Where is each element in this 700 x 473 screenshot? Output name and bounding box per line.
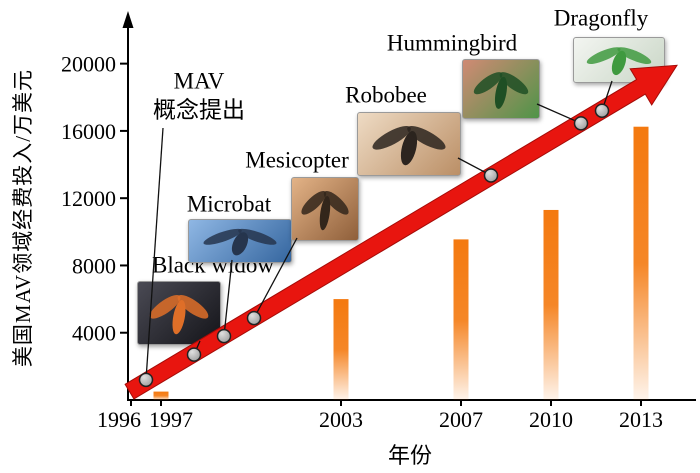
x-tick-label: 2013: [619, 407, 663, 432]
funding-bar-2003: [333, 299, 349, 400]
milestone-connector-microbat: [223, 259, 233, 337]
y-tick-label: 8000: [72, 253, 116, 278]
mav-silhouette-icon: [301, 191, 349, 231]
y-axis-arrowhead: [122, 11, 134, 28]
milestone-marker-dragonfly: [594, 103, 610, 118]
mav-silhouette-icon: [149, 295, 209, 335]
funding-bar-1997: [153, 391, 169, 400]
x-tick-label: 1997: [149, 407, 193, 432]
milestone-connector-hummingbird: [536, 103, 582, 124]
x-tick-label: 2003: [319, 407, 363, 432]
milestone-label-hummingbird: Hummingbird: [386, 30, 518, 56]
y-tick-label: 16000: [61, 119, 116, 144]
milestone-photo-robobee: [357, 112, 461, 176]
mav-silhouette-icon: [473, 72, 529, 109]
x-tick-label: 2010: [529, 407, 573, 432]
mav-silhouette-icon: [372, 126, 446, 166]
x-tick-label: 2007: [439, 407, 483, 432]
trend-arrow: [124, 64, 678, 400]
milestone-label-dragonfly: Dragonfly: [553, 5, 649, 31]
y-tick-label: 4000: [72, 321, 116, 346]
milestone-label-robobee: Robobee: [345, 82, 427, 108]
x-axis-title: 年份: [387, 443, 432, 468]
milestone-label-mesicopter: Mesicopter: [245, 147, 349, 173]
milestone-marker-mesicopter: [246, 310, 262, 326]
x-tick-label: 1996: [97, 407, 141, 432]
mav-silhouette-icon: [586, 47, 652, 76]
milestone-marker-robobee: [483, 168, 499, 183]
milestone-photo-hummingbird: [462, 59, 540, 119]
funding-bar-2007: [453, 239, 469, 400]
milestone-marker-microbat: [216, 328, 232, 344]
funding-bar-2013: [633, 126, 649, 401]
milestone-connector-mesicopter: [253, 237, 298, 319]
milestone-label-mav-concept: MAV 概念提出: [153, 68, 245, 122]
y-tick-label: 20000: [61, 52, 116, 77]
milestone-label-microbat: Microbat: [186, 191, 272, 217]
funding-bar-2010: [543, 209, 559, 400]
y-tick-label: 12000: [61, 186, 116, 211]
milestone-marker-hummingbird: [573, 116, 589, 131]
mav-silhouette-icon: [203, 228, 277, 256]
milestone-marker-black-widow: [186, 347, 202, 362]
milestone-connector-mav-concept: [145, 127, 164, 380]
milestone-photo-microbat: [188, 219, 292, 263]
milestone-marker-mav-concept: [138, 372, 154, 388]
milestone-photo-mesicopter: [291, 177, 359, 241]
